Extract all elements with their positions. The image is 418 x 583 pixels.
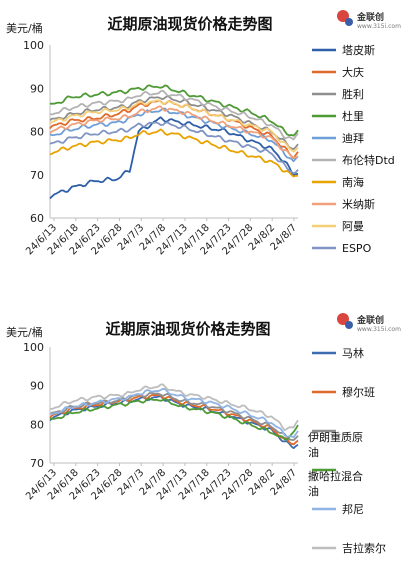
chart-1-logo-text: 金联创 (356, 11, 384, 23)
chart-2-legend-label: 撒哈拉混合油 (308, 469, 363, 498)
chart-1-y-tick-label: 90 (30, 82, 44, 95)
chart-2-unit-label: 美元/桶 (6, 325, 43, 339)
chart-2-logo-dot-icon (345, 321, 353, 329)
chart-1-legend-label: 大庆 (342, 65, 364, 79)
chart-1-legend-label: 阿曼 (342, 220, 364, 233)
chart-1-title: 近期原油现货价格走势图 (107, 15, 272, 33)
chart-2-legend-label: 穆尔班 (342, 385, 375, 399)
chart-1-series-7-line (49, 128, 299, 178)
chart-1-series-8-line (49, 105, 299, 159)
chart-1-legend-label: 塔皮斯 (342, 44, 375, 57)
chart-2-series-4-line (49, 397, 299, 441)
chart-2-logo: 金联创 www.315i.com (337, 313, 401, 333)
chart-1-y-tick-label: 80 (30, 126, 44, 139)
chart-2-logo-mark-icon (337, 313, 349, 325)
chart-1-series-4-line (49, 84, 299, 137)
chart-2-series-5-line (49, 387, 299, 439)
chart-2-legend-label: 邦尼 (342, 503, 364, 516)
chart-1-legend-label: ESPO (342, 242, 372, 255)
chart-1-logo-sub: www.315i.com (357, 23, 401, 30)
chart-1-series-9-line (49, 99, 299, 153)
chart-2-plot: 70809010024/6/1324/6/1824/6/2324/6/2824/… (23, 341, 386, 555)
chart-1-legend-label: 米纳斯 (342, 198, 375, 211)
chart-2-legend-label: 伊朗重质原油 (308, 430, 363, 459)
chart-1-legend-label: 南海 (342, 175, 364, 189)
chart-1-logo: 金联创 www.315i.com (337, 10, 401, 30)
chart-1-legend-label: 布伦特Dtd (342, 153, 395, 167)
chart-1-logo-mark-icon (337, 10, 349, 22)
chart-1-series-10-line (49, 121, 299, 175)
chart-1-logo-dot-icon (345, 18, 353, 26)
chart-2-y-tick-label: 70 (30, 457, 44, 470)
chart-2-y-tick-label: 100 (23, 341, 44, 354)
chart-1-series-1-line (49, 116, 299, 200)
chart-2-legend-label: 马林 (342, 346, 364, 360)
chart-2-y-tick-label: 90 (30, 380, 44, 393)
chart-2-logo-sub: www.315i.com (357, 326, 401, 333)
chart-1-y-tick-label: 60 (30, 212, 44, 225)
chart-1-series-6-line (49, 89, 299, 141)
chart-1-legend-label: 杜里 (342, 109, 364, 123)
chart-2-title: 近期原油现货价格走势图 (105, 320, 270, 338)
chart-1-y-tick-label: 70 (30, 169, 44, 182)
chart-1-unit-label: 美元/桶 (6, 21, 43, 35)
chart-1-legend-label: 胜利 (342, 87, 364, 101)
chart-1-series-5-line (49, 107, 299, 163)
chart-2-legend-label: 吉拉索尔 (342, 541, 386, 555)
chart-2-series-6-line (49, 383, 299, 432)
chart-2-logo-text: 金联创 (356, 314, 384, 326)
chart-1-y-tick-label: 100 (23, 39, 44, 52)
chart-2-series-1-line (49, 395, 299, 450)
chart-1-legend-label: 迪拜 (342, 132, 364, 145)
chart-2-y-tick-label: 80 (30, 418, 44, 431)
chart-1-plot: 6070809010024/6/1324/6/1824/6/2324/6/282… (23, 39, 395, 257)
